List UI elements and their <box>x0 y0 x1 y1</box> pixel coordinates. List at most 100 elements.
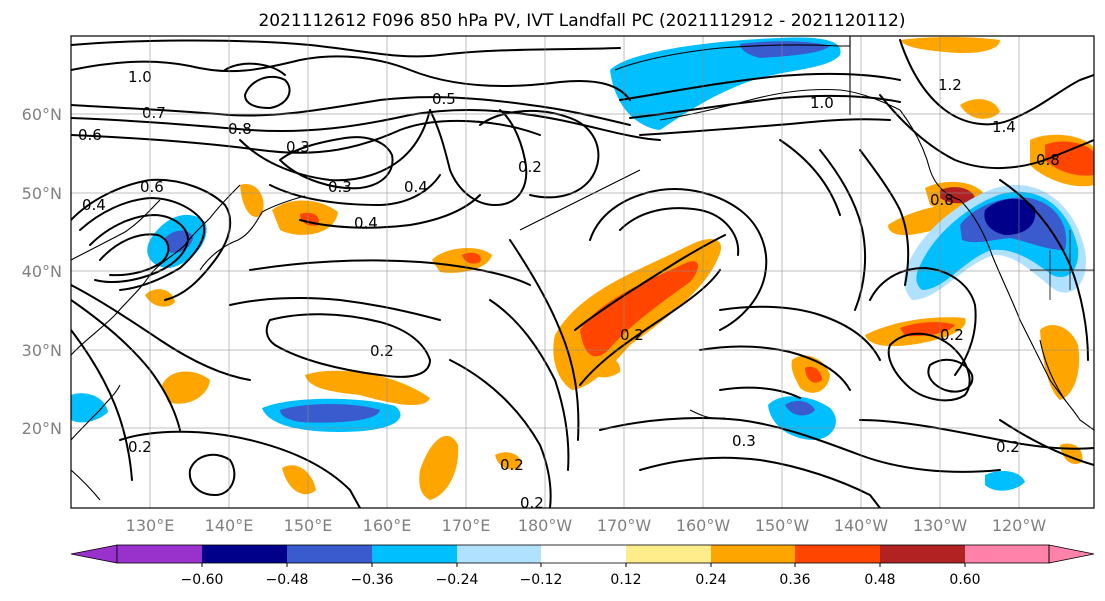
colorbar-segment <box>541 545 626 563</box>
lon-label: 180°W <box>518 516 573 535</box>
contour-labels: 1.0 0.7 0.8 0.6 0.5 0.3 0.3 0.4 0.4 0.6 … <box>78 68 1060 512</box>
contour-label: 0.8 <box>228 120 252 138</box>
lon-label: 130°E <box>126 516 175 535</box>
colorbar-tick-label: −0.12 <box>520 572 563 588</box>
lon-label: 160°E <box>363 516 412 535</box>
contour-label: 0.7 <box>142 104 166 122</box>
colorbar-tick-label: −0.36 <box>351 572 394 588</box>
colorbar-segment <box>372 545 457 563</box>
colorbar-segment <box>202 545 287 563</box>
shade-positive-dateline-south <box>495 452 521 470</box>
shade-negative-tropical-west-core <box>280 404 380 423</box>
lon-label: 140°E <box>205 516 254 535</box>
shade-positive-bc-core <box>940 187 975 204</box>
colorbar-tick-label: −0.48 <box>266 572 309 588</box>
colorbar-segment <box>287 545 372 563</box>
shade-positive-central-north-core <box>462 252 481 264</box>
lon-label: 160°W <box>676 516 731 535</box>
map-frame <box>70 35 1095 509</box>
lon-label: 140°W <box>834 516 889 535</box>
colorbar-segment <box>711 545 795 563</box>
shade-positive-alaska <box>900 37 1000 54</box>
longitude-labels: 130°E 140°E 150°E 160°E 170°E 180°W 170°… <box>126 516 1047 535</box>
pv-contours <box>71 39 1094 508</box>
colorbar-ticks <box>201 563 966 567</box>
map-title: 2021112612 F096 850 hPa PV, IVT Landfall… <box>258 11 905 31</box>
shade-positive-japan <box>240 184 264 217</box>
colorbar-extend-low <box>70 544 118 564</box>
contour-label: 1.2 <box>938 76 962 94</box>
colorbar-segment <box>880 545 965 563</box>
contour-label: 0.3 <box>732 432 756 450</box>
shade-positive-hawaii-ne-core <box>805 366 822 383</box>
shade-positive-canada-core <box>1045 141 1094 176</box>
lat-label: 60°N <box>22 105 62 124</box>
colorbar-tick-labels: −0.60 −0.48 −0.36 −0.24 −0.12 0.12 0.24 … <box>181 572 981 588</box>
contour-label: 0.8 <box>930 191 954 209</box>
contour-label: 0.4 <box>82 196 106 214</box>
contour-label: 0.8 <box>1036 151 1060 169</box>
latitude-labels: 60°N 50°N 40°N 30°N 20°N <box>22 105 62 438</box>
lon-label: 170°E <box>442 516 491 535</box>
contour-label: 0.2 <box>940 326 964 344</box>
contour-label: 0.2 <box>370 342 394 360</box>
contour-label: 0.2 <box>500 456 524 474</box>
colorbar-tick-label: 0.48 <box>864 572 895 588</box>
contour-label: 0.5 <box>432 90 456 108</box>
lon-label: 170°W <box>597 516 652 535</box>
borders <box>1030 230 1094 300</box>
lat-label: 30°N <box>22 341 62 360</box>
contour-label: 0.2 <box>518 158 542 176</box>
shade-negative-baja <box>985 470 1025 491</box>
shade-positive-ar-tail <box>585 356 621 378</box>
gridlines <box>71 36 1094 508</box>
colorbar: −0.60 −0.48 −0.36 −0.24 −0.12 0.12 0.24 … <box>70 544 1095 588</box>
shade-positive-offshore-ca-core <box>900 322 955 337</box>
shade-negative-hawaii-east-core <box>785 400 815 416</box>
shade-positive-mexico <box>1040 325 1080 400</box>
shade-positive-okinawa <box>162 371 210 404</box>
lon-label: 130°W <box>913 516 968 535</box>
shade-positive-ar-band-core <box>580 261 699 357</box>
lat-label: 50°N <box>22 184 62 203</box>
colorbar-extend-high <box>1048 544 1095 564</box>
shade-negative-pnw-core <box>984 198 1036 235</box>
lon-label: 150°E <box>284 516 333 535</box>
coastlines <box>71 36 1094 501</box>
colorbar-frame <box>116 544 1050 564</box>
lat-label: 20°N <box>22 419 62 438</box>
colorbar-tick-label: −0.60 <box>181 572 224 588</box>
colorbar-segment <box>626 545 711 563</box>
lat-label: 40°N <box>22 262 62 281</box>
contour-label: 0.2 <box>520 494 544 512</box>
contour-label: 0.2 <box>128 438 152 456</box>
contour-label: 0.4 <box>404 178 428 196</box>
colorbar-tick-label: 0.24 <box>695 572 726 588</box>
contour-label: 0.4 <box>354 214 378 232</box>
shade-positive-japan-south <box>145 289 175 307</box>
map-body: 1.0 0.7 0.8 0.6 0.5 0.3 0.3 0.4 0.4 0.6 … <box>71 36 1094 512</box>
colorbar-tick-label: −0.24 <box>436 572 479 588</box>
shade-positive-subtropical-west <box>305 370 430 406</box>
colorbar-tick-label: 0.36 <box>779 572 810 588</box>
contour-label: 1.4 <box>992 118 1016 136</box>
colorbar-tick-label: 0.12 <box>610 572 641 588</box>
colorbar-tick-label: 0.60 <box>949 572 980 588</box>
contour-label: 1.0 <box>128 68 152 86</box>
colorbar-segment <box>457 545 541 563</box>
contour-label: 0.2 <box>996 438 1020 456</box>
lon-label: 120°W <box>992 516 1047 535</box>
colorbar-segment <box>795 545 880 563</box>
contour-label: 0.2 <box>620 326 644 344</box>
lon-label: 150°W <box>755 516 810 535</box>
colorbar-segment <box>965 545 1049 563</box>
contour-label: 0.6 <box>78 126 102 144</box>
shade-negative-taiwan <box>71 393 108 423</box>
shade-positive-tropical-central <box>419 435 459 500</box>
contour-label: 0.3 <box>328 178 352 196</box>
contour-label: 0.3 <box>286 138 310 156</box>
contour-label: 1.0 <box>810 94 834 112</box>
contour-label: 0.6 <box>140 178 164 196</box>
colorbar-segment <box>117 545 202 563</box>
